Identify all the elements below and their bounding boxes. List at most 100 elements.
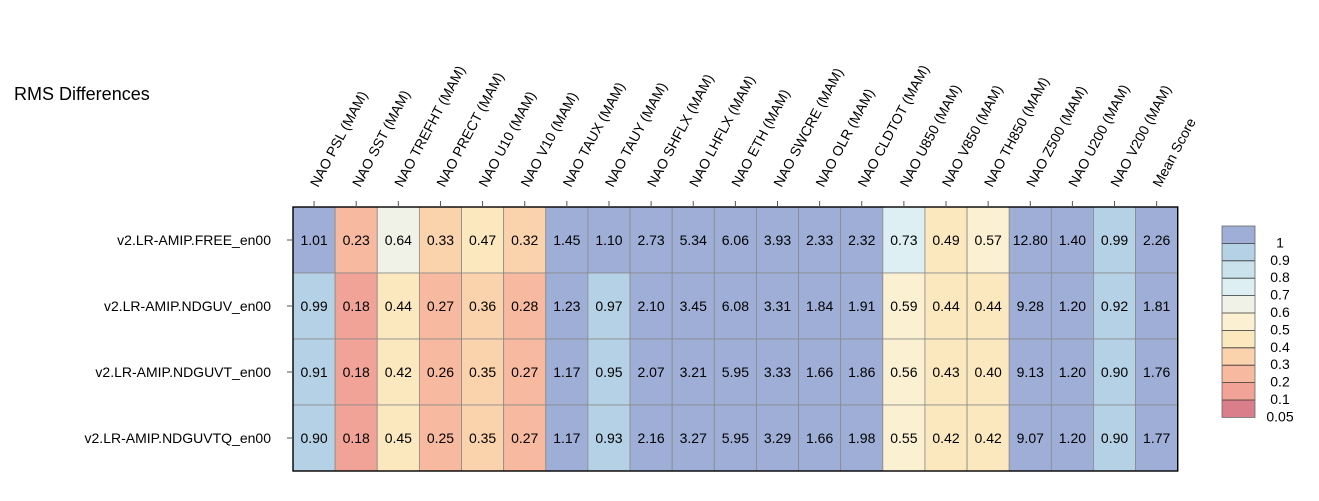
chart-title: RMS Differences <box>14 84 150 104</box>
colorbar-tick-label: 0.9 <box>1270 252 1290 268</box>
colorbar-segment <box>1222 347 1255 366</box>
heatmap-cell <box>798 338 842 406</box>
cell-value-label: 0.93 <box>595 430 622 446</box>
heatmap-cell <box>756 338 799 406</box>
cell-value-label: 0.95 <box>595 364 622 380</box>
heatmap-cell <box>292 404 336 472</box>
cell-value-label: 9.07 <box>1017 430 1044 446</box>
heatmap-cell <box>545 206 589 274</box>
cell-value-label: 2.10 <box>637 298 664 314</box>
cell-value-label: 0.47 <box>469 232 496 248</box>
cell-value-label: 0.18 <box>343 298 370 314</box>
row-label: v2.LR-AMIP.NDGUVT_en00 <box>95 364 271 380</box>
cell-value-label: 0.27 <box>427 298 454 314</box>
heatmap-cell <box>840 206 884 274</box>
heatmap-cell <box>418 338 462 406</box>
heatmap-cell <box>671 404 715 472</box>
cell-value-label: 0.35 <box>469 430 496 446</box>
cell-value-label: 0.27 <box>511 364 538 380</box>
cell-value-label: 3.31 <box>764 298 791 314</box>
cell-value-label: 0.73 <box>890 232 917 248</box>
colorbar-segment <box>1222 278 1255 296</box>
heatmap-cell <box>882 404 926 472</box>
cell-value-label: 2.16 <box>637 430 664 446</box>
heatmap-cell <box>587 404 631 472</box>
cell-value-label: 1.66 <box>806 430 833 446</box>
heatmap-cell <box>1093 272 1136 340</box>
heatmap-cell <box>503 272 547 340</box>
colorbar-tick-label: 0.8 <box>1270 269 1290 285</box>
cell-value-label: 3.29 <box>764 430 791 446</box>
column-label: Mean Score <box>1149 115 1199 189</box>
heatmap-cell <box>798 404 842 472</box>
colorbar-segment <box>1222 365 1255 383</box>
cell-value-label: 1.17 <box>553 430 580 446</box>
heatmap-cell <box>334 404 378 472</box>
cell-value-label: 3.21 <box>680 364 707 380</box>
colorbar-tick-label: 0.5 <box>1270 321 1290 337</box>
cell-value-label: 3.93 <box>764 232 791 248</box>
colorbar-segment <box>1222 330 1255 348</box>
cell-value-label: 6.08 <box>722 298 749 314</box>
cell-value-label: 0.49 <box>932 232 959 248</box>
cell-value-label: 0.18 <box>343 364 370 380</box>
heatmap-cell <box>924 338 968 406</box>
heatmap-cell <box>587 272 631 340</box>
colorbar-tick-label: 0.6 <box>1270 304 1290 320</box>
cell-value-label: 5.34 <box>680 232 707 248</box>
cell-value-label: 1.86 <box>848 364 875 380</box>
cell-value-label: 1.45 <box>553 232 580 248</box>
cell-value-label: 0.42 <box>975 430 1002 446</box>
colorbar-tick-label: 0.2 <box>1270 374 1290 390</box>
colorbar-tick-label: 0.1 <box>1270 391 1290 407</box>
colorbar-tick-label: 0.05 <box>1266 408 1293 424</box>
cell-value-label: 0.44 <box>932 298 959 314</box>
cell-value-label: 0.25 <box>427 430 454 446</box>
heatmap-cell <box>966 338 1010 406</box>
colorbar-tick-label: 0.3 <box>1270 356 1290 372</box>
colorbar-tick-label: 0.7 <box>1270 287 1290 303</box>
cell-value-label: 1.77 <box>1143 430 1170 446</box>
cell-value-label: 0.97 <box>595 298 622 314</box>
heatmap-cell <box>966 272 1010 340</box>
heatmap-cell <box>840 404 884 472</box>
cell-value-label: 1.76 <box>1143 364 1170 380</box>
heatmap-cell <box>924 272 968 340</box>
cell-value-label: 1.20 <box>1059 298 1086 314</box>
cell-value-label: 0.40 <box>975 364 1002 380</box>
cell-value-label: 2.73 <box>637 232 664 248</box>
colorbar-segment <box>1222 400 1255 418</box>
heatmap-cell <box>1093 338 1136 406</box>
heatmap-cell <box>713 272 757 340</box>
cell-value-label: 0.27 <box>511 430 538 446</box>
colorbar-segment <box>1222 226 1255 244</box>
cell-value-label: 2.07 <box>637 364 664 380</box>
heatmap-cell <box>292 338 336 406</box>
cell-value-label: 9.28 <box>1017 298 1044 314</box>
colorbar-tick-label: 0.4 <box>1270 339 1290 355</box>
cell-value-label: 0.36 <box>469 298 496 314</box>
heatmap-cell <box>1050 404 1094 472</box>
cell-value-label: 1.98 <box>848 430 875 446</box>
cell-value-label: 9.13 <box>1017 364 1044 380</box>
cell-value-label: 1.17 <box>553 364 580 380</box>
colorbar-segment <box>1222 243 1255 261</box>
heatmap-cell <box>671 338 715 406</box>
cell-value-label: 0.55 <box>890 430 917 446</box>
heatmap-cell <box>503 404 547 472</box>
cell-value-label: 0.91 <box>300 364 327 380</box>
cell-value-label: 0.42 <box>932 430 959 446</box>
heatmap-cell <box>756 206 799 274</box>
row-label: v2.LR-AMIP.NDGUVTQ_en00 <box>85 430 272 446</box>
cell-value-label: 5.95 <box>722 430 749 446</box>
cell-value-label: 2.26 <box>1143 232 1170 248</box>
cell-value-label: 1.40 <box>1059 232 1086 248</box>
heatmap-cell <box>713 206 757 274</box>
cell-value-label: 5.95 <box>722 364 749 380</box>
cell-value-label: 0.90 <box>300 430 327 446</box>
heatmap-cell <box>1008 272 1052 340</box>
heatmap-cell <box>1008 206 1052 274</box>
colorbar-frame <box>1221 225 1256 418</box>
cell-value-label: 1.10 <box>595 232 622 248</box>
